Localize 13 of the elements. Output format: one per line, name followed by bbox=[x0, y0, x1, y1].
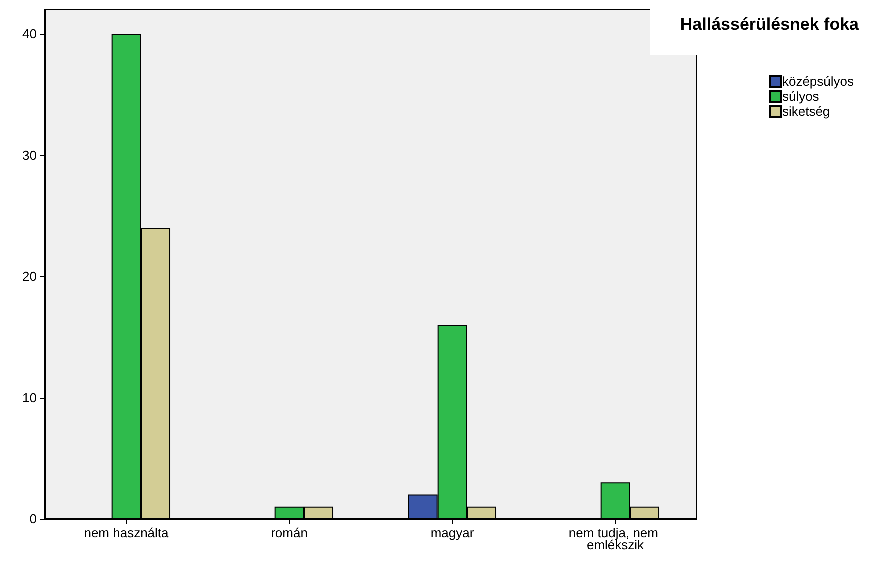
x-tick-label: román bbox=[271, 526, 308, 540]
y-tick-label: 10 bbox=[22, 390, 37, 406]
legend-label: siketség bbox=[782, 104, 830, 119]
y-tick-label: 30 bbox=[22, 148, 37, 163]
x-tick-label: magyar bbox=[430, 526, 475, 540]
y-tick-label: 20 bbox=[22, 269, 37, 284]
legend-label: középsúlyos bbox=[782, 74, 854, 89]
x-tick-label: nem tudja, nem emlékszik bbox=[568, 526, 662, 552]
x-tick-label: nem használta bbox=[84, 526, 170, 540]
legend-label: súlyos bbox=[782, 89, 820, 104]
legend-title: Hallássérülésnek foka bbox=[680, 15, 860, 34]
y-tick-label: 0 bbox=[30, 512, 37, 526]
y-tick-label: 40 bbox=[22, 26, 37, 42]
